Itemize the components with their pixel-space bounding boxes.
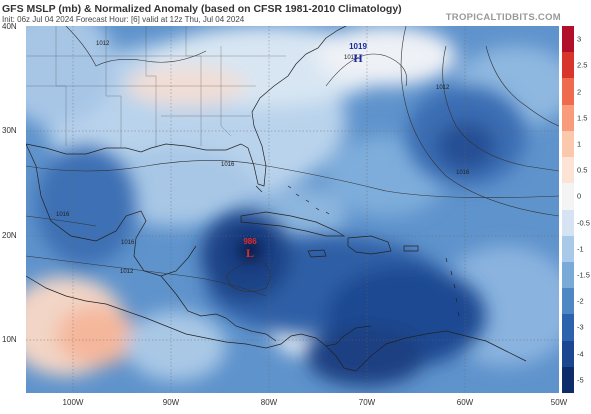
isobar-label: 1016 <box>456 170 470 176</box>
colorbar-segment <box>562 261 574 289</box>
lon-label: 80W <box>260 398 278 407</box>
isobar-label: 1012 <box>120 269 134 275</box>
colorbar-tick-label: 1 <box>577 139 582 149</box>
graticule <box>26 26 559 393</box>
colorbar-tick-label: 2.5 <box>577 60 588 70</box>
isobar-label: 1016 <box>221 162 235 168</box>
colorbar-segment <box>562 78 574 106</box>
colorbar-segment <box>562 340 574 368</box>
colorbar-segment <box>562 52 574 79</box>
colorbar <box>562 26 574 394</box>
low-pressure-marker: L <box>246 246 254 260</box>
colorbar-tick-label: -2 <box>577 296 584 306</box>
high-pressure-marker: H <box>353 51 363 65</box>
lat-label: 40N <box>2 22 17 31</box>
map-svg: 1012 1016 1016 1012 1016 1012 1012 1016 … <box>26 26 559 393</box>
isobars <box>26 26 559 297</box>
isobar-label: 1016 <box>56 212 70 218</box>
map-area: 1012 1016 1016 1012 1016 1012 1012 1016 … <box>26 26 559 393</box>
borders <box>26 26 286 148</box>
high-pressure-value: 1019 <box>349 42 367 51</box>
colorbar-segment <box>562 314 574 342</box>
lon-label: 70W <box>358 398 376 407</box>
colorbar-segment <box>562 130 574 158</box>
colorbar-tick-label: -1.5 <box>577 270 590 280</box>
colorbar-segment <box>562 26 574 53</box>
colorbar-tick-label: 0 <box>577 191 582 201</box>
isobar-label: 1016 <box>121 240 135 246</box>
lat-label: 20N <box>2 231 17 240</box>
low-pressure-value: 986 <box>243 237 257 246</box>
lat-label: 30N <box>2 126 17 135</box>
isobar-label: 1012 <box>436 85 450 91</box>
isobar-label: 1012 <box>96 41 110 47</box>
colorbar-tick-label: -0.5 <box>577 218 590 228</box>
brand-watermark: TROPICALTIDBITS.COM <box>445 12 561 23</box>
isobar-labels: 1012 1016 1016 1012 1016 1012 1012 1016 <box>56 41 470 275</box>
colorbar-tick-label: -3 <box>577 322 584 332</box>
isobar-label: 1012 <box>344 55 358 61</box>
colorbar-segment <box>562 104 574 132</box>
chart-title: GFS MSLP (mb) & Normalized Anomaly (base… <box>2 3 402 15</box>
colorbar-segment <box>562 366 574 394</box>
colorbar-segment <box>562 288 574 315</box>
lat-label: 10N <box>2 335 17 344</box>
anomaly-shading <box>26 26 559 381</box>
coastlines <box>26 26 527 372</box>
colorbar-segment <box>562 183 574 210</box>
lon-label: 60W <box>456 398 474 407</box>
lon-label: 100W <box>62 398 84 407</box>
lon-label: 50W <box>550 398 568 407</box>
colorbar-segment <box>562 209 574 237</box>
colorbar-segment <box>562 157 574 184</box>
colorbar-segment <box>562 235 574 263</box>
colorbar-tick-label: 3 <box>577 34 582 44</box>
colorbar-tick-label: 1.5 <box>577 113 588 123</box>
colorbar-tick-label: 0.5 <box>577 165 588 175</box>
lon-label: 90W <box>162 398 180 407</box>
colorbar-tick-label: -1 <box>577 244 584 254</box>
chart-subtitle: Init: 06z Jul 04 2024 Forecast Hour: [6]… <box>2 15 245 24</box>
colorbar-tick-label: 2 <box>577 87 582 97</box>
colorbar-tick-label: -4 <box>577 349 584 359</box>
colorbar-tick-label: -5 <box>577 375 584 385</box>
